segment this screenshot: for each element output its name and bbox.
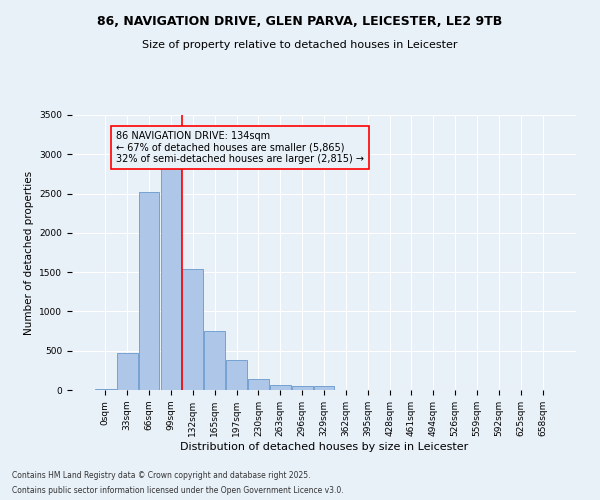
Bar (182, 269, 203, 390)
Bar (226, 360, 247, 390)
Text: Size of property relative to detached houses in Leicester: Size of property relative to detached ho… (142, 40, 458, 50)
Text: Contains public sector information licensed under the Open Government Licence v3: Contains public sector information licen… (12, 486, 344, 495)
Bar (292, 386, 313, 390)
Bar (161, 167, 181, 390)
Text: Contains HM Land Registry data © Crown copyright and database right 2025.: Contains HM Land Registry data © Crown c… (12, 471, 311, 480)
X-axis label: Distribution of detached houses by size in Leicester: Distribution of detached houses by size … (180, 442, 468, 452)
Bar (117, 353, 137, 390)
Text: 86 NAVIGATION DRIVE: 134sqm
← 67% of detached houses are smaller (5,865)
32% of : 86 NAVIGATION DRIVE: 134sqm ← 67% of det… (116, 130, 364, 164)
Bar (139, 192, 160, 390)
Bar (95, 389, 116, 390)
Text: 86, NAVIGATION DRIVE, GLEN PARVA, LEICESTER, LE2 9TB: 86, NAVIGATION DRIVE, GLEN PARVA, LEICES… (97, 15, 503, 28)
Bar (204, 331, 225, 390)
Bar (314, 386, 334, 390)
Bar (270, 385, 290, 390)
Y-axis label: Number of detached properties: Number of detached properties (24, 170, 34, 334)
Bar (248, 380, 269, 390)
